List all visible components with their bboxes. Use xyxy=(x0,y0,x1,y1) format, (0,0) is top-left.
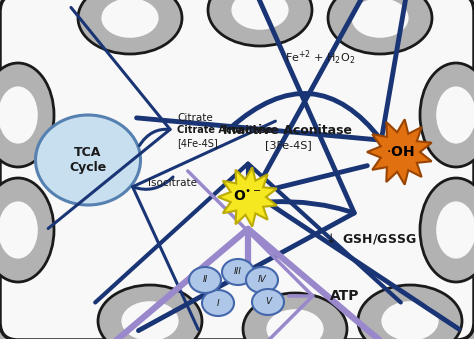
Ellipse shape xyxy=(420,178,474,282)
Ellipse shape xyxy=(208,0,312,46)
Ellipse shape xyxy=(98,285,202,339)
Text: IV: IV xyxy=(258,276,266,284)
Ellipse shape xyxy=(0,86,38,144)
Ellipse shape xyxy=(222,259,254,285)
Ellipse shape xyxy=(420,63,474,167)
Text: II: II xyxy=(202,276,208,284)
Ellipse shape xyxy=(36,115,140,205)
Ellipse shape xyxy=(358,285,462,339)
Polygon shape xyxy=(218,167,277,227)
Ellipse shape xyxy=(101,0,159,38)
Ellipse shape xyxy=(0,63,54,167)
Text: Cycle: Cycle xyxy=(69,161,107,175)
Ellipse shape xyxy=(328,0,432,54)
Ellipse shape xyxy=(189,267,221,293)
Text: Isocitrate: Isocitrate xyxy=(148,178,197,188)
Ellipse shape xyxy=(0,178,54,282)
Ellipse shape xyxy=(202,290,234,316)
Ellipse shape xyxy=(121,301,179,339)
Ellipse shape xyxy=(436,201,474,259)
Text: V: V xyxy=(265,298,271,306)
Text: TCA: TCA xyxy=(74,146,102,160)
Text: [3Fe-4S]: [3Fe-4S] xyxy=(264,140,311,150)
Text: [4Fe-4S]: [4Fe-4S] xyxy=(177,138,218,148)
Ellipse shape xyxy=(436,86,474,144)
Ellipse shape xyxy=(231,0,289,30)
Ellipse shape xyxy=(0,201,38,259)
Text: Inactive Aconitase: Inactive Aconitase xyxy=(224,123,353,137)
Text: $\downarrow$ GSH/GSSG: $\downarrow$ GSH/GSSG xyxy=(323,231,417,245)
Ellipse shape xyxy=(351,0,409,38)
Text: O$^{\bullet-}$: O$^{\bullet-}$ xyxy=(234,190,263,204)
Ellipse shape xyxy=(266,309,324,339)
Text: Citrate Aconitase: Citrate Aconitase xyxy=(177,125,272,135)
Text: $\cdot$OH: $\cdot$OH xyxy=(386,145,414,159)
Text: ATP: ATP xyxy=(330,289,360,303)
Ellipse shape xyxy=(78,0,182,54)
Ellipse shape xyxy=(252,289,284,315)
Polygon shape xyxy=(367,119,432,185)
Ellipse shape xyxy=(243,293,347,339)
Ellipse shape xyxy=(246,267,278,293)
Ellipse shape xyxy=(382,301,438,339)
Text: I: I xyxy=(217,299,219,307)
Text: III: III xyxy=(234,267,242,277)
Text: Fe$^{+2}$ + H$_2$O$_2$: Fe$^{+2}$ + H$_2$O$_2$ xyxy=(285,49,355,67)
Text: Citrate: Citrate xyxy=(177,113,213,123)
